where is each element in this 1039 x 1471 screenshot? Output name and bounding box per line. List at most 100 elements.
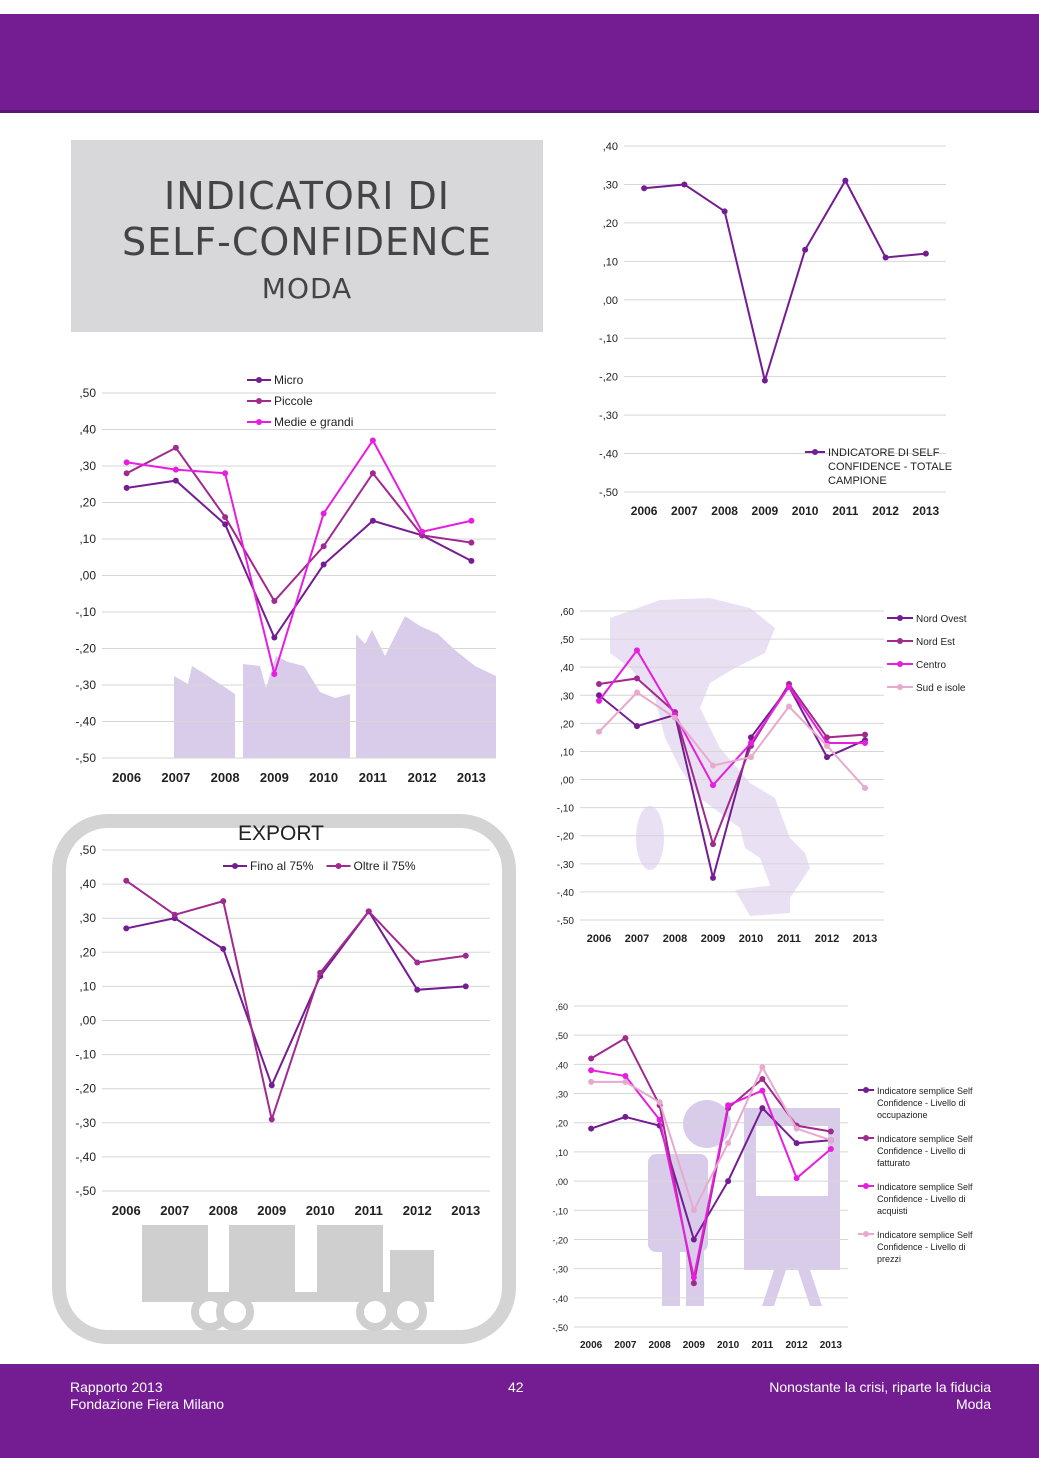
y-tick-label: -,10 [75, 605, 96, 619]
y-tick-label: -,50 [75, 1184, 96, 1198]
x-tick-label: 2010 [739, 933, 763, 945]
city-skyline-silhouette [174, 616, 496, 758]
y-tick-label: -,50 [75, 751, 96, 765]
footer-band [0, 1364, 1039, 1458]
data-point [827, 1145, 834, 1152]
series-line [126, 438, 472, 678]
footer-right: Nonostante la crisi, riparte la fiducia … [769, 1379, 991, 1413]
data-point [123, 459, 130, 466]
legend-label: Indicatore semplice Self Confidence - Liv… [877, 1230, 973, 1264]
legend-marker [863, 1087, 869, 1093]
data-point [793, 1140, 800, 1147]
data-point [786, 683, 792, 690]
presenter-icon [648, 1100, 840, 1306]
legend-marker [897, 684, 903, 690]
data-point [862, 784, 868, 791]
x-tick-label: 2008 [649, 1340, 672, 1351]
sardinia-silhouette [636, 806, 664, 870]
data-point [222, 521, 229, 528]
legend-marker [232, 863, 238, 869]
x-tick-label: 2011 [752, 1340, 774, 1351]
legend-entry: Fino al 75% [223, 859, 314, 873]
legend-label: INDICATORE DI SELF CONFIDENCE - TOTALE CAM… [828, 447, 952, 487]
chart-indicatori-semplici: ,60 ,50 ,40 ,30 ,20 ,10 ,00 -,10 -,20 -,30 -,40 -,5… [536, 996, 1016, 1356]
data-point [656, 1099, 663, 1106]
x-tick-label: 2006 [112, 1203, 141, 1218]
y-tick-label: ,40 [603, 141, 618, 153]
export-title: EXPORT [238, 822, 324, 845]
data-point [222, 514, 229, 521]
data-point [786, 703, 792, 710]
data-point [468, 517, 475, 524]
y-tick-label: ,20 [603, 218, 618, 230]
data-point [123, 877, 130, 884]
x-tick-label: 2007 [614, 1340, 637, 1351]
data-point [634, 723, 640, 730]
legend-label: Indicatore semplice Self Confidence - Liv… [877, 1182, 973, 1216]
x-tick-label: 2006 [631, 504, 658, 518]
y-tick-label: ,30 [560, 691, 574, 702]
legend-label: Medie e grandi [274, 415, 353, 429]
y-tick-label: ,50 [79, 843, 96, 857]
data-point [634, 675, 640, 682]
legend-entry: Indicatore semplice Self Confidence - Liv… [858, 1086, 973, 1120]
data-point [172, 477, 179, 484]
series-line [126, 446, 472, 603]
y-tick-label: ,40 [79, 423, 96, 437]
data-point [414, 959, 421, 966]
y-tick-label: ,20 [555, 1119, 568, 1129]
data-point [862, 731, 868, 738]
legend-marker [256, 398, 262, 404]
data-point [672, 714, 678, 721]
y-tick-label: ,10 [555, 1148, 568, 1158]
data-point [827, 1128, 834, 1135]
background-silhouette [648, 1100, 840, 1306]
footer-section: Moda [955, 1396, 991, 1412]
data-point [369, 437, 376, 444]
x-tick-label: 2009 [752, 504, 779, 518]
data-point [588, 1125, 595, 1132]
series-line [644, 178, 926, 385]
y-tick-label: -,10 [75, 1048, 96, 1062]
data-point [710, 874, 716, 881]
data-point [588, 1067, 595, 1074]
y-tick-label: ,60 [560, 607, 574, 618]
legend-label: Oltre il 75% [354, 859, 416, 873]
data-point [271, 598, 278, 605]
y-tick-label: ,00 [555, 1177, 568, 1187]
y-tick-label: -,20 [75, 1082, 96, 1096]
y-tick-label: ,60 [555, 1002, 568, 1012]
data-point [862, 740, 868, 747]
y-tick-label: -,50 [552, 1323, 568, 1333]
data-point [748, 754, 754, 761]
x-tick-label: 2009 [257, 1203, 286, 1218]
chart-aree-geografiche: ,60 ,50 ,40 ,30 ,20 ,10 ,00 -,10 -,20 -,30 -,40 -,5… [540, 598, 1000, 950]
x-tick-label: 2011 [832, 504, 858, 518]
x-tick-label: 2010 [717, 1340, 740, 1351]
data-point [622, 1113, 629, 1120]
x-tick-label: 2012 [815, 933, 839, 945]
y-tick-label: ,10 [603, 256, 618, 268]
x-tick-label: 2010 [792, 504, 819, 518]
y-tick-label: ,40 [555, 1060, 568, 1070]
y-tick-label: -,10 [552, 1206, 568, 1216]
x-tick-label: 2008 [711, 504, 738, 518]
data-point [759, 1064, 766, 1071]
legend-label: Piccole [274, 394, 313, 408]
y-tick-label: -,20 [552, 1235, 568, 1245]
x-tick-label: 2008 [209, 1203, 238, 1218]
legend-label: Nord Ovest [916, 614, 967, 625]
data-point [596, 692, 602, 699]
x-tick-label: 2013 [913, 504, 940, 518]
legend-label: Fino al 75% [250, 859, 314, 873]
page-number: 42 [508, 1379, 524, 1395]
data-point [725, 1178, 732, 1185]
series-line [598, 677, 866, 848]
data-point [690, 1207, 697, 1214]
y-tick-label: -,20 [557, 832, 575, 843]
y-tick-label: -,40 [75, 715, 96, 729]
legend-entry: Micro [247, 373, 304, 387]
data-point [622, 1078, 629, 1085]
data-point [656, 1116, 663, 1123]
data-point [622, 1073, 629, 1080]
